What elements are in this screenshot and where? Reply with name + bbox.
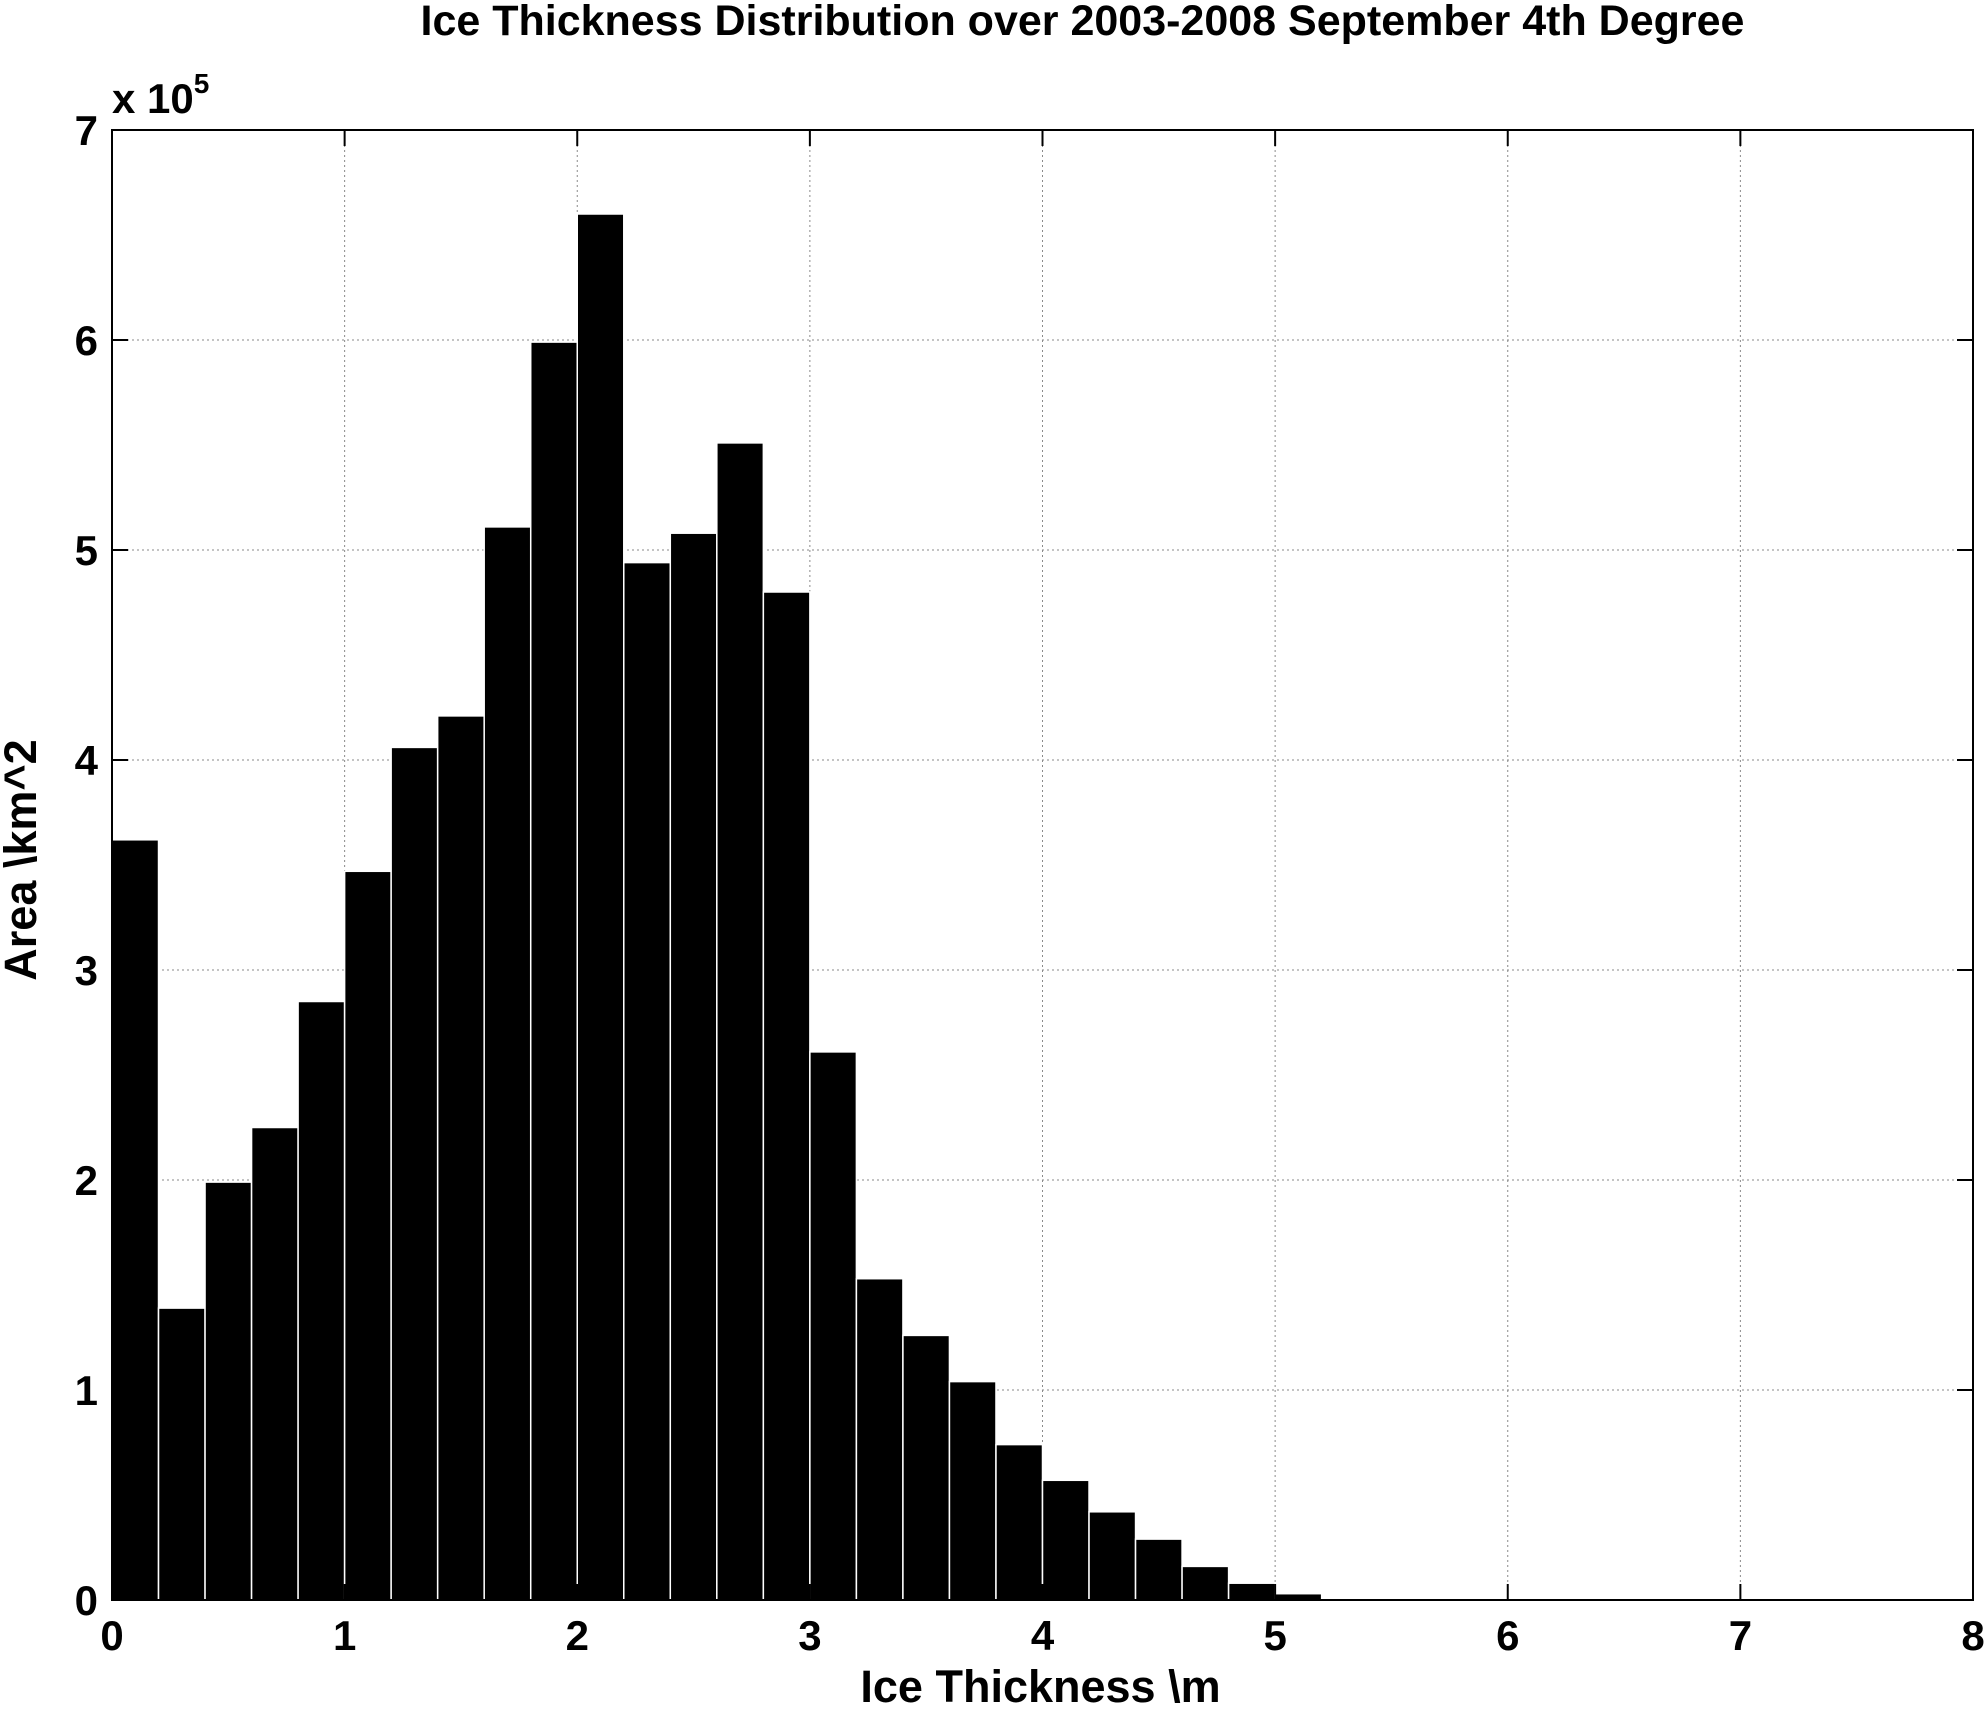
y-tick-label: 7 — [75, 107, 98, 154]
histogram-bar — [529, 341, 578, 1601]
histogram-bar — [809, 1051, 858, 1601]
x-tick-label: 3 — [798, 1612, 821, 1659]
x-tick-label: 0 — [100, 1612, 123, 1659]
histogram-bar — [343, 870, 392, 1601]
histogram-bar — [995, 1443, 1044, 1601]
histogram-bar — [250, 1126, 299, 1601]
y-axis-label: Area \km^2 — [0, 739, 46, 980]
chart-title: Ice Thickness Distribution over 2003-200… — [421, 0, 1745, 45]
y-tick-label: 2 — [75, 1157, 98, 1204]
bars — [111, 213, 1323, 1601]
y-multiplier-base: x 10 — [112, 75, 194, 122]
y-multiplier-exponent: 5 — [194, 68, 210, 99]
histogram-bar — [1227, 1582, 1276, 1601]
histogram-bar — [716, 442, 765, 1601]
histogram-bar — [390, 746, 439, 1601]
histogram-bar — [1041, 1479, 1090, 1601]
tick-marks — [111, 129, 1974, 1601]
histogram-bar — [623, 561, 672, 1601]
x-tick-labels: 0 1 2 3 4 5 6 7 8 — [100, 1612, 1984, 1659]
y-tick-label: 3 — [75, 947, 98, 994]
y-tick-label: 1 — [75, 1367, 98, 1414]
x-tick-label: 2 — [566, 1612, 589, 1659]
histogram-bar — [948, 1380, 997, 1601]
x-axis-label: Ice Thickness \m — [860, 1661, 1220, 1712]
histogram-bar — [204, 1181, 253, 1601]
histogram-bar — [297, 1000, 346, 1601]
histogram-bar — [1181, 1565, 1230, 1601]
histogram-bar — [483, 526, 532, 1601]
histogram-bar — [1134, 1538, 1183, 1601]
histogram-bar — [157, 1307, 206, 1601]
x-tick-label: 4 — [1031, 1612, 1055, 1659]
x-tick-label: 1 — [333, 1612, 356, 1659]
histogram-bar — [436, 715, 485, 1601]
y-tick-label: 6 — [75, 317, 98, 364]
histogram-bar — [669, 532, 718, 1601]
x-tick-label: 7 — [1729, 1612, 1752, 1659]
histogram-bar — [1088, 1511, 1137, 1601]
histogram-bar — [111, 839, 160, 1601]
x-tick-label: 6 — [1496, 1612, 1519, 1659]
y-tick-label: 0 — [75, 1577, 98, 1624]
x-tick-label: 8 — [1961, 1612, 1984, 1659]
histogram-bar — [762, 591, 811, 1601]
y-tick-label: 5 — [75, 527, 98, 574]
y-tick-label: 4 — [75, 737, 99, 784]
histogram-bar — [902, 1334, 951, 1601]
y-axis-multiplier: x 105 — [112, 68, 209, 122]
y-tick-labels: 0 1 2 3 4 5 6 7 — [75, 107, 99, 1624]
histogram-bar — [576, 213, 625, 1601]
x-tick-label: 5 — [1263, 1612, 1286, 1659]
histogram-bar — [855, 1277, 904, 1601]
